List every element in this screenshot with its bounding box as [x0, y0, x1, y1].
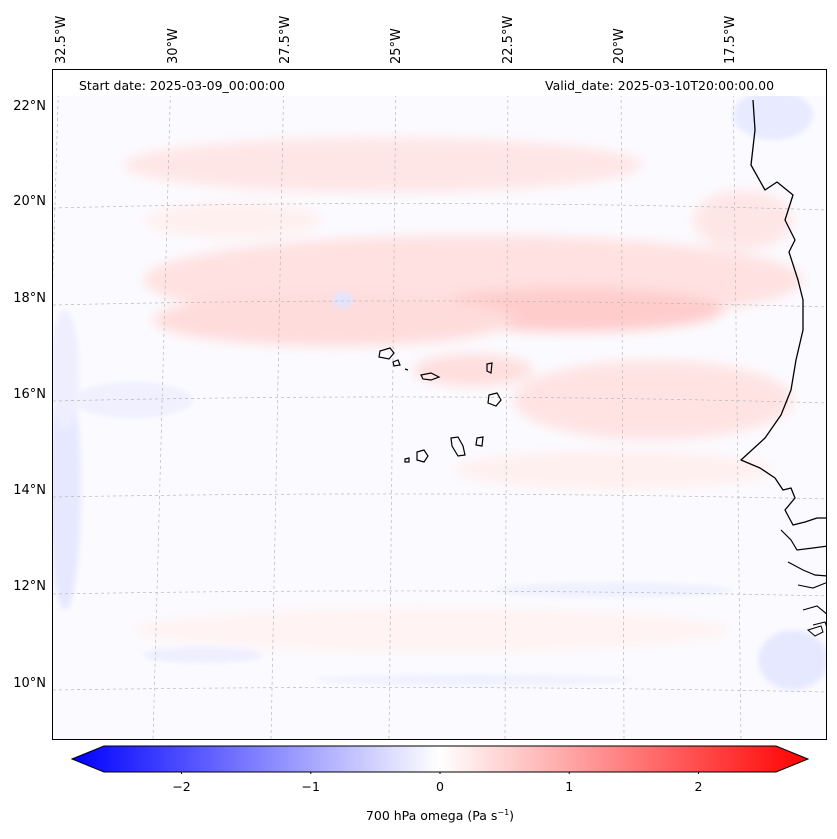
island-sao-vicente — [392, 359, 401, 367]
island-santa-luzia — [404, 368, 409, 371]
colorbar-gradient — [70, 745, 810, 773]
lon-label-25w: 25°W — [389, 28, 404, 64]
gridline-lon-30 — [152, 70, 172, 739]
lat-label-16n: 16°N — [13, 387, 46, 402]
colorbar — [70, 745, 810, 774]
coastline-casamance — [787, 561, 826, 577]
gridline-lat-18 — [53, 300, 826, 308]
gridline-lon-17-5 — [732, 70, 742, 739]
gridline-lon-25 — [388, 70, 397, 739]
colorbar-tick-label: −1 — [301, 779, 320, 794]
lat-label-20n: 20°N — [13, 194, 46, 209]
omega-negative-patches — [53, 90, 826, 690]
gridline-lon-20 — [620, 70, 625, 739]
lon-label-32-5w: 32.5°W — [54, 15, 69, 64]
gridline-lat-10 — [53, 687, 826, 693]
colorbar-tick-label: −2 — [172, 779, 191, 794]
colorbar-label: 700 hPa omega (Pa s−1) — [290, 808, 590, 823]
lat-label-12n: 12°N — [13, 579, 46, 594]
lat-label-22n: 22°N — [13, 99, 46, 114]
lat-label-10n: 10°N — [13, 676, 46, 691]
colorbar-label-tail: ) — [509, 808, 515, 823]
lon-label-27-5w: 27.5°W — [278, 15, 293, 64]
island-boa-vista — [487, 392, 502, 407]
map-panel — [52, 69, 827, 740]
coastline-guinea-bissau — [797, 582, 826, 627]
island-sal — [486, 362, 493, 374]
cape-verde-islands — [378, 347, 502, 463]
gridline-lat-16 — [53, 396, 826, 404]
lon-label-22-5w: 22.5°W — [501, 15, 516, 64]
lat-label-18n: 18°N — [13, 291, 46, 306]
gridline-lon-27-5 — [270, 70, 285, 739]
header-band — [53, 70, 826, 96]
island-brava — [404, 457, 410, 463]
start-date-label: Start date: 2025-03-09_00:00:00 — [79, 78, 285, 93]
lon-label-30w: 30°W — [166, 28, 181, 64]
omega-positive-patches — [123, 137, 803, 652]
lon-label-17-5w: 17.5°W — [723, 15, 738, 64]
island-sao-nicolau — [420, 372, 441, 381]
gridline-lat-14 — [53, 493, 826, 500]
gridline-lon-22-5 — [504, 70, 509, 739]
gridline-lat-20 — [53, 203, 826, 211]
coastline-africa — [740, 99, 826, 526]
island-bijagos — [806, 625, 824, 637]
colorbar-tick-label: 2 — [694, 779, 703, 794]
colorbar-tick-label: 1 — [565, 779, 574, 794]
colorbar-ticks — [181, 772, 699, 774]
colorbar-label-exponent: −1 — [497, 807, 510, 817]
lat-label-14n: 14°N — [13, 483, 46, 498]
island-maio — [475, 436, 484, 447]
island-fogo — [416, 449, 429, 463]
colorbar-label-main: 700 hPa omega (Pa s — [365, 808, 498, 823]
gridline-lat-12 — [53, 590, 826, 597]
coastline-gambia — [780, 529, 826, 551]
lon-label-20w: 20°W — [612, 28, 627, 64]
island-santiago — [450, 436, 466, 457]
colorbar-tick-label: 0 — [436, 779, 444, 794]
valid-date-label: Valid_date: 2025-03-10T20:00:00.00 — [545, 78, 775, 93]
island-santo-antao — [378, 347, 395, 360]
map-canvas — [53, 70, 826, 739]
